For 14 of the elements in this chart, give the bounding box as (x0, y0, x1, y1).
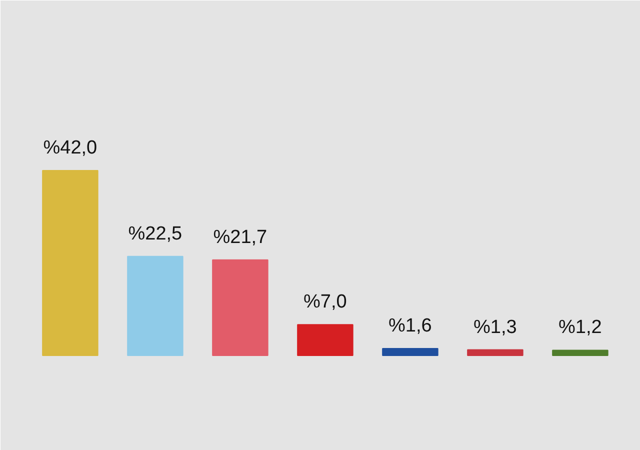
bar (552, 350, 608, 356)
bar (212, 259, 268, 356)
data-label: %7,0 (304, 292, 347, 313)
data-label: %1,2 (558, 317, 602, 338)
data-label: %1,3 (474, 316, 517, 338)
bar (127, 256, 184, 356)
data-label: %21,7 (213, 226, 268, 248)
data-label: %22,5 (128, 223, 182, 244)
bar (382, 348, 438, 356)
bar (297, 324, 354, 356)
data-label: %1,6 (388, 315, 432, 336)
bar (467, 349, 524, 356)
data-label: %42,0 (43, 138, 98, 158)
bar (42, 170, 98, 356)
